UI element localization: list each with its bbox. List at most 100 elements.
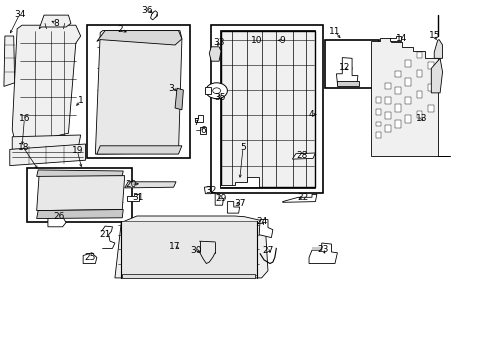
Bar xyxy=(404,97,410,104)
Polygon shape xyxy=(127,194,139,201)
Polygon shape xyxy=(95,31,182,154)
Polygon shape xyxy=(10,144,85,166)
Text: 17: 17 xyxy=(169,242,181,251)
Circle shape xyxy=(212,88,220,94)
Polygon shape xyxy=(389,36,400,41)
Text: 33: 33 xyxy=(213,38,224,47)
Bar xyxy=(221,31,314,187)
Text: 37: 37 xyxy=(233,199,245,208)
Bar xyxy=(416,52,421,58)
Bar xyxy=(27,168,132,222)
Polygon shape xyxy=(175,88,183,110)
Polygon shape xyxy=(215,194,223,205)
Bar xyxy=(385,97,390,104)
Text: 3: 3 xyxy=(168,84,174,93)
Bar xyxy=(394,71,400,77)
Polygon shape xyxy=(39,15,71,29)
Bar xyxy=(121,221,257,275)
Text: 7: 7 xyxy=(192,118,198,127)
Text: 25: 25 xyxy=(84,253,96,262)
Text: 13: 13 xyxy=(415,113,427,122)
Circle shape xyxy=(151,13,157,17)
Polygon shape xyxy=(37,170,123,176)
Polygon shape xyxy=(370,38,449,156)
Polygon shape xyxy=(292,153,315,159)
Polygon shape xyxy=(97,146,182,154)
Text: 10: 10 xyxy=(250,36,262,45)
Text: 1: 1 xyxy=(78,96,83,105)
Bar xyxy=(394,87,400,94)
Text: 36: 36 xyxy=(141,5,152,14)
Bar xyxy=(375,132,381,138)
Polygon shape xyxy=(37,210,123,219)
Text: 26: 26 xyxy=(53,212,64,221)
Text: 32: 32 xyxy=(205,186,217,195)
Text: 34: 34 xyxy=(14,10,25,19)
Text: 29: 29 xyxy=(215,194,226,203)
Text: 16: 16 xyxy=(19,113,30,122)
Bar xyxy=(375,122,381,126)
Polygon shape xyxy=(430,58,442,93)
Text: 11: 11 xyxy=(328,27,340,36)
Polygon shape xyxy=(209,47,221,61)
Polygon shape xyxy=(199,127,206,134)
Bar xyxy=(220,30,315,188)
Circle shape xyxy=(205,83,227,99)
Text: 24: 24 xyxy=(256,217,267,226)
Text: 8: 8 xyxy=(53,19,59,28)
Bar xyxy=(87,25,189,158)
Text: 4: 4 xyxy=(308,110,314,119)
Polygon shape xyxy=(4,36,15,86)
Text: 12: 12 xyxy=(338,63,349,72)
Polygon shape xyxy=(204,186,211,194)
Text: 15: 15 xyxy=(427,31,439,40)
Text: 19: 19 xyxy=(71,146,83,155)
Polygon shape xyxy=(97,31,182,45)
Text: 20: 20 xyxy=(125,180,137,189)
Text: 21: 21 xyxy=(99,230,111,239)
Polygon shape xyxy=(12,135,81,149)
Polygon shape xyxy=(48,215,66,227)
Bar xyxy=(375,97,381,103)
Polygon shape xyxy=(227,202,239,213)
Bar xyxy=(385,125,390,132)
Bar xyxy=(416,70,422,77)
Text: 23: 23 xyxy=(316,245,328,253)
Polygon shape xyxy=(194,115,203,122)
Polygon shape xyxy=(336,58,357,84)
Bar xyxy=(122,274,255,278)
Bar xyxy=(325,40,378,88)
Circle shape xyxy=(342,65,351,72)
Text: 35: 35 xyxy=(214,93,225,102)
Text: 18: 18 xyxy=(18,143,29,152)
Text: 27: 27 xyxy=(262,246,273,255)
Polygon shape xyxy=(282,194,316,202)
Bar xyxy=(404,60,410,67)
Polygon shape xyxy=(37,175,124,211)
Bar xyxy=(211,25,322,193)
Bar xyxy=(385,83,390,89)
Text: 22: 22 xyxy=(297,193,308,202)
Polygon shape xyxy=(308,243,337,264)
Text: 2: 2 xyxy=(117,25,122,34)
Bar xyxy=(404,78,410,86)
Bar xyxy=(394,120,400,128)
Polygon shape xyxy=(220,177,259,187)
Bar xyxy=(427,84,433,91)
Text: 5: 5 xyxy=(240,143,245,152)
Text: 30: 30 xyxy=(189,246,201,255)
Text: 28: 28 xyxy=(296,151,307,160)
Polygon shape xyxy=(337,81,359,86)
Bar xyxy=(427,62,433,69)
Text: 9: 9 xyxy=(279,36,285,45)
Polygon shape xyxy=(433,40,442,58)
Bar xyxy=(404,115,410,123)
Polygon shape xyxy=(150,11,157,20)
Polygon shape xyxy=(12,25,81,144)
Text: 31: 31 xyxy=(132,193,143,202)
Text: 14: 14 xyxy=(395,34,407,43)
Bar xyxy=(385,112,390,119)
Bar xyxy=(416,91,422,98)
Polygon shape xyxy=(115,216,267,278)
Bar xyxy=(375,109,381,115)
